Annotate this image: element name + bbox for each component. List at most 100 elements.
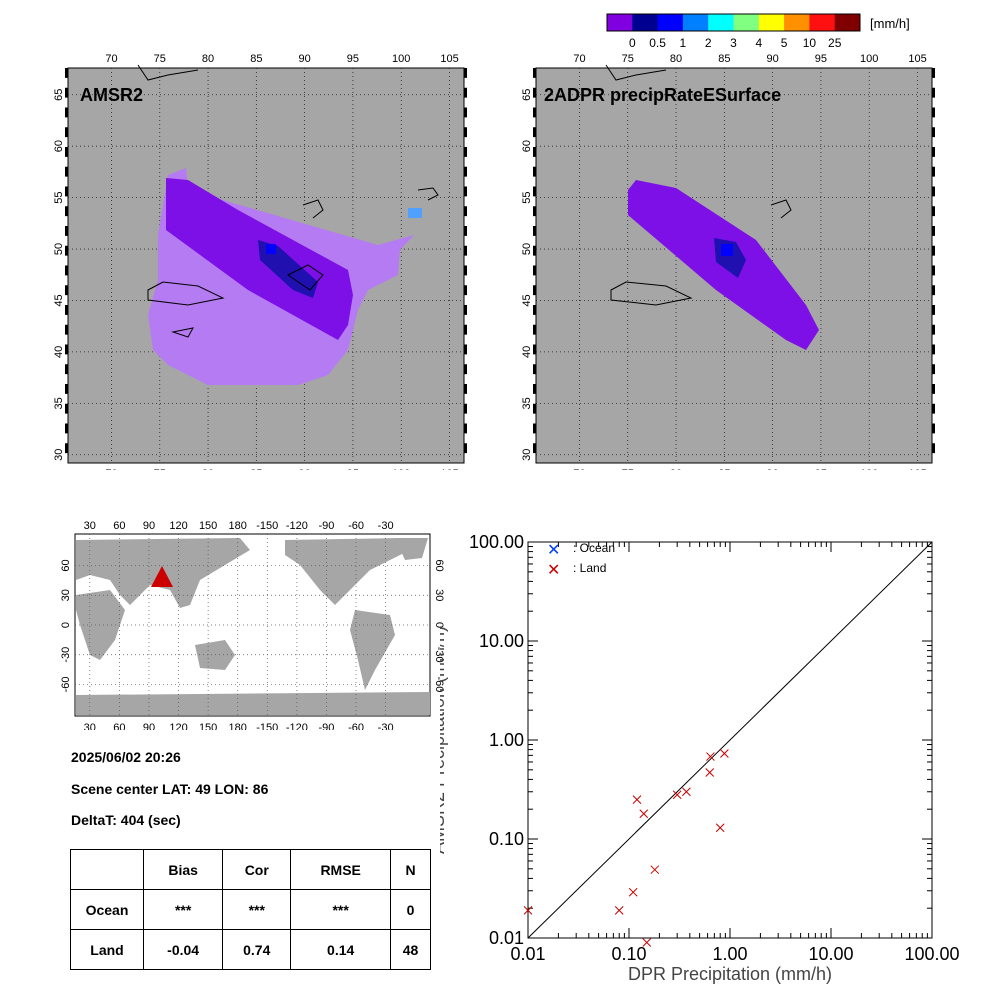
y-tick-label: 1.00 bbox=[489, 730, 524, 750]
map-lat-tick-right: 40 bbox=[467, 346, 468, 358]
map-lat-tick-left: 55 bbox=[53, 191, 65, 203]
stats-header-row: Bias Cor RMSE N bbox=[70, 849, 431, 890]
stats-cell: *** bbox=[290, 889, 392, 930]
stats-header-rmse: RMSE bbox=[290, 849, 392, 890]
scatter-point bbox=[706, 752, 715, 761]
stats-cell: *** bbox=[142, 889, 224, 930]
stats-row-land: Land -0.04 0.74 0.14 48 bbox=[70, 929, 431, 970]
colorbar-cell bbox=[834, 14, 861, 31]
colorbar-cell bbox=[733, 14, 760, 31]
colorbar-label: 3 bbox=[730, 36, 737, 50]
colorbar-label: 0 bbox=[629, 36, 636, 50]
map-lat-tick-left: 60 bbox=[521, 140, 533, 152]
stats-row-ocean: Ocean *** *** *** 0 bbox=[70, 889, 431, 930]
stats-cell: Ocean bbox=[70, 889, 144, 930]
colorbar-label: 0.5 bbox=[649, 36, 666, 50]
x-tick-label: 100.00 bbox=[904, 944, 959, 964]
globe-lon-tick-top: 120 bbox=[169, 520, 187, 532]
stats-cell: 48 bbox=[390, 929, 431, 970]
stats-header-blank bbox=[70, 849, 144, 890]
colorbar-cell bbox=[809, 14, 836, 31]
scatter-point bbox=[632, 795, 642, 804]
map-lon-tick-top: 85 bbox=[718, 53, 730, 65]
map-lon-tick-top: 100 bbox=[392, 53, 410, 65]
scatter-point bbox=[705, 768, 715, 777]
map-lat-tick-right: 50 bbox=[935, 243, 936, 255]
one-to-one-line bbox=[527, 541, 933, 939]
map-lon-tick-bottom: 85 bbox=[718, 468, 730, 470]
legend: ✕ : Ocean ✕ : Land bbox=[547, 541, 615, 579]
map-lon-tick-bottom: 95 bbox=[347, 468, 359, 470]
map-lat-tick-right: 60 bbox=[935, 140, 936, 152]
map-lon-tick-top: 90 bbox=[299, 53, 311, 65]
legend-land-marker: ✕ bbox=[547, 562, 560, 579]
map-lon-tick-bottom: 80 bbox=[670, 468, 682, 470]
y-tick-label: 10.00 bbox=[479, 631, 524, 651]
scatter-point bbox=[715, 823, 725, 833]
scatter-point bbox=[628, 887, 638, 897]
colorbar-label: 10 bbox=[803, 36, 817, 50]
y-tick-label: 100.00 bbox=[469, 532, 524, 552]
scene-center-marker bbox=[151, 566, 173, 587]
map-lon-tick-top: 90 bbox=[767, 53, 779, 65]
map-lat-tick-right: 45 bbox=[467, 294, 468, 306]
globe-lon-tick-top: -120 bbox=[286, 520, 308, 532]
x-axis-label: DPR Precipitation (mm/h) bbox=[628, 964, 832, 984]
scatter-point bbox=[682, 787, 691, 797]
x-tick-label: 10.00 bbox=[808, 944, 853, 964]
globe-lon-tick-top: 150 bbox=[199, 520, 217, 532]
colorbar-cell bbox=[708, 14, 734, 31]
stats-cell: Land bbox=[70, 929, 144, 970]
map-lat-tick-right: 35 bbox=[935, 397, 936, 409]
colorbar-cell bbox=[632, 14, 659, 31]
legend-land-label: : Land bbox=[573, 561, 606, 575]
map-lat-tick-left: 40 bbox=[521, 346, 533, 358]
stats-header-bias: Bias bbox=[142, 849, 224, 890]
stats-cell: 0.14 bbox=[290, 929, 392, 970]
map-lat-tick-left: 65 bbox=[53, 89, 65, 101]
map-lon-tick-top: 75 bbox=[622, 53, 634, 65]
colorbar-cell bbox=[607, 14, 633, 31]
map-lat-tick-left: 50 bbox=[53, 243, 65, 255]
legend-ocean-marker: ✕ bbox=[547, 542, 560, 559]
map-lat-tick-right: 45 bbox=[935, 294, 936, 306]
globe-lat-tick-left: -30 bbox=[60, 647, 72, 663]
colorbar-label: 4 bbox=[755, 36, 762, 50]
globe-lat-tick-right: 30 bbox=[433, 589, 445, 601]
amsr2-heavy-core bbox=[258, 240, 318, 298]
map-lon-tick-bottom: 70 bbox=[573, 468, 585, 470]
dpr-map-title: 2ADPR precipRateESurface bbox=[544, 85, 781, 105]
map-lat-tick-right: 55 bbox=[935, 191, 936, 203]
scatter-point bbox=[650, 865, 660, 875]
stats-cell: *** bbox=[222, 889, 292, 930]
x-tick-label: 1.00 bbox=[712, 944, 747, 964]
north-america-land bbox=[285, 538, 410, 605]
colorbar-label: 25 bbox=[828, 36, 842, 50]
y-tick-label: 0.01 bbox=[489, 928, 524, 948]
map-lon-tick-bottom: 85 bbox=[250, 468, 262, 470]
scatter-point bbox=[639, 809, 649, 819]
globe-lon-tick-top: -90 bbox=[319, 520, 335, 532]
map-lon-tick-bottom: 75 bbox=[622, 468, 634, 470]
colorbar: [mm/h] 0 0.5 1 2 3 4 5 10 25 bbox=[606, 13, 910, 50]
colorbar-cell bbox=[758, 14, 785, 31]
map-lat-tick-left: 65 bbox=[521, 89, 533, 101]
globe-lat-tick-left: 60 bbox=[60, 559, 72, 571]
south-america-land bbox=[350, 610, 395, 690]
colorbar-label: 1 bbox=[680, 36, 687, 50]
map-lon-tick-top: 95 bbox=[347, 53, 359, 65]
delta-t-text: DeltaT: 404 (sec) bbox=[71, 812, 181, 828]
scatter-point bbox=[642, 938, 652, 947]
map-lon-tick-top: 100 bbox=[860, 53, 878, 65]
globe-lon-tick-top: 60 bbox=[113, 520, 125, 532]
globe-lon-tick-top: 180 bbox=[229, 520, 247, 532]
map-lon-tick-bottom: 70 bbox=[105, 468, 117, 470]
globe-lon-tick-top: 30 bbox=[84, 520, 96, 532]
globe-lon-tick-bottom: -90 bbox=[319, 722, 335, 730]
map-lon-tick-top: 75 bbox=[154, 53, 166, 65]
world-map: 30 30 60 60 90 90 120 120 150 150 180 180 -150 -150 -1… bbox=[60, 520, 445, 730]
map-lon-tick-top: 80 bbox=[670, 53, 682, 65]
greenland-land bbox=[395, 538, 428, 560]
amsr2-map: AMSR2 70 70 75 75 80 80 85 85 90 90 95 95 100 100 105 1… bbox=[53, 53, 468, 470]
stats-header-cor: Cor bbox=[222, 849, 292, 890]
